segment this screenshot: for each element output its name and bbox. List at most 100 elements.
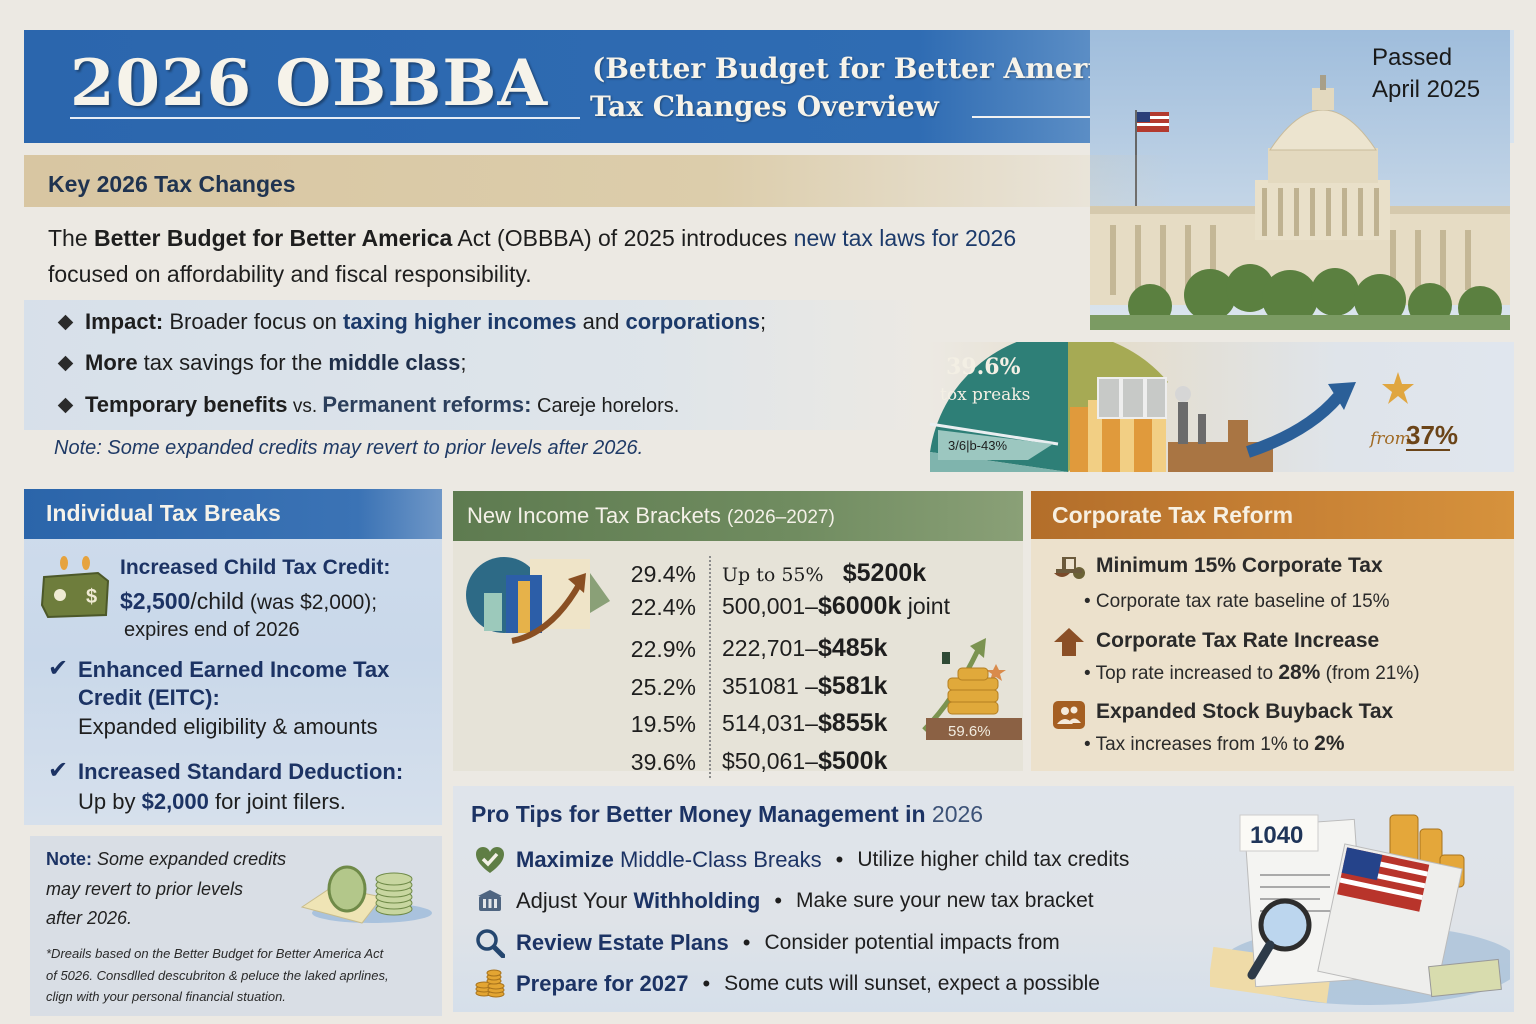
pro-tips-title: Pro Tips for Better Money Management in … <box>471 801 983 828</box>
pie-factory-illustration: 39.6% tox preaks 3/6|b-43% from 37% <box>929 342 1458 472</box>
arrow-up-icon <box>1054 628 1084 656</box>
pie-pct-label: 39.6% <box>946 354 1021 380</box>
tip-item-withholding: Adjust Your Withholding • Make sure your… <box>474 886 1094 916</box>
diamond-bullet-icon <box>57 355 74 371</box>
eitc-title-2: Credit (EITC): <box>78 685 220 710</box>
key-changes-intro: The Better Budget for Better America Act… <box>48 225 1016 252</box>
bracket-range-max: $855k <box>817 709 888 737</box>
tip-item-estate: Review Estate Plans • Consider potential… <box>474 928 1060 958</box>
bullet-text: and <box>576 309 626 334</box>
tip-description: Make sure your new tax bracket <box>796 889 1094 912</box>
standard-deduction-title: Increased Standard Deduction: <box>78 759 404 784</box>
bullet-lead: More <box>85 350 138 375</box>
diamond-bullet-icon <box>57 314 74 330</box>
corp-desc-text: (from 21%) <box>1320 663 1420 684</box>
tip-item-maximize: Maximize Middle-Class Breaks • Utilize h… <box>474 845 1129 875</box>
bullet-text: ; <box>460 350 467 375</box>
bracket-rate: 22.9% <box>630 636 696 662</box>
gold-stack-label: 59.6% <box>948 723 991 740</box>
search-icon <box>474 928 506 958</box>
child-credit-was: (was $2,000); <box>244 591 378 614</box>
from-label: from <box>1368 429 1411 449</box>
passed-label: Passed <box>1372 44 1453 71</box>
child-credit-amount: $2,500/child (was $2,000); <box>120 588 377 615</box>
note-panel <box>30 836 442 1016</box>
brackets-title-text: New Income Tax Brackets <box>467 503 721 528</box>
bracket-range-prefix: Up to 55% <box>722 564 824 586</box>
tip-heading: Prepare for 2027 <box>516 971 689 996</box>
bracket-range-min: 500,001– <box>722 593 818 619</box>
child-credit-value: $2,500 <box>120 588 191 614</box>
corporate-item-desc: • Tax increases from 1% to 2% <box>1084 732 1345 756</box>
tip-description: Consider potential impacts from <box>764 931 1060 954</box>
tip-separator: • <box>774 888 783 913</box>
corporate-item-desc: • Corporate tax rate baseline of 15% <box>1084 591 1390 613</box>
people-icon <box>1053 701 1085 729</box>
tax-breaks-graphic: 39.6% tox preaks 3/6|b-43% from 37% <box>928 342 1514 472</box>
key-changes-note: Note: Some expanded credits may revert t… <box>54 437 644 459</box>
disclaimer-line: clign with your personal financial stuat… <box>46 989 286 1004</box>
brackets-years: (2026–2027) <box>727 507 835 528</box>
bullet-text: Careje horelors. <box>531 395 680 417</box>
tip-heading-rest: Middle-Class Breaks <box>613 847 822 872</box>
intro-text: The <box>48 225 95 251</box>
pie-small-label: 3/6|b-43% <box>948 438 1007 453</box>
page-subtitle-2: Tax Changes Overview <box>590 90 939 123</box>
gold-stack-icon: 59.6% <box>922 638 1022 740</box>
disclaimer-line: of 5026. Consdlled descubriton & peluce … <box>46 968 389 983</box>
individual-title: Individual Tax Breaks <box>46 500 281 526</box>
std-amount: $2,000 <box>141 789 209 814</box>
brackets-title: New Income Tax Brackets (2026–2027) <box>467 503 835 529</box>
corporate-item-heading: Expanded Stock Buyback Tax <box>1096 700 1394 723</box>
bracket-range-min: $50,061– <box>722 748 818 774</box>
page-subtitle: (Better Budget for Better America) <box>592 52 1147 85</box>
note-label: Note: <box>46 849 92 869</box>
checkmark-icon: ✔ <box>48 655 69 682</box>
bracket-range-suffix: joint <box>901 593 950 619</box>
bracket-rate: 19.5% <box>630 711 696 737</box>
key-changes-intro-line2: focused on affordability and fiscal resp… <box>48 261 532 287</box>
bracket-range-max: $6000k <box>817 592 902 620</box>
bracket-range: $50,061–$500k <box>722 747 887 776</box>
individual-header <box>24 489 442 539</box>
bracket-range: 351081 –$581k <box>722 672 887 701</box>
intro-highlight: new tax laws for 2026 <box>793 225 1017 251</box>
bracket-range: 500,001–$6000k joint <box>722 592 950 621</box>
corporate-item-heading: Minimum 15% Corporate Tax <box>1096 554 1383 577</box>
key-bullets-background <box>24 300 924 430</box>
bracket-range: 514,031–$855k <box>722 709 887 738</box>
eitc-title: Enhanced Earned Income Tax <box>78 657 390 682</box>
tip-item-prepare: Prepare for 2027 • Some cuts will sunset… <box>474 969 1100 999</box>
subtitle-underline <box>972 116 1092 118</box>
bracket-range-max: $581k <box>817 672 888 700</box>
bracket-rate: 25.2% <box>630 674 696 700</box>
child-credit-expiry: expires end of 2026 <box>124 619 300 641</box>
key-bullet-impact: Impact: Broader focus on taxing higher i… <box>57 309 766 335</box>
diamond-bullet-icon <box>57 397 74 413</box>
form-1040-label: 1040 <box>1250 822 1303 849</box>
bracket-rate: 39.6% <box>630 749 696 775</box>
bar-chart-growth-icon <box>466 557 610 644</box>
disclaimer-line: *Dreails based on the Better Budget for … <box>46 946 384 961</box>
bank-icon <box>474 886 506 916</box>
coins-document-illustration <box>300 865 432 924</box>
bullet-text: Broader focus on <box>163 309 344 334</box>
bullet-lead: Impact: <box>85 309 164 334</box>
bracket-range-max: $500k <box>817 747 888 775</box>
key-bullet-middle-class: More tax savings for the middle class; <box>57 350 467 376</box>
bracket-range-min: 514,031– <box>722 710 818 736</box>
tips-title-year: 2026 <box>931 801 984 827</box>
standard-deduction-description: Up by $2,000 for joint filers. <box>78 789 346 815</box>
tip-separator: • <box>835 847 844 872</box>
intro-act-name: Better Budget for Better America <box>94 225 453 251</box>
tax-forms-illustration: 1040 <box>1210 814 1510 1005</box>
tip-heading: Review Estate Plans <box>516 930 729 955</box>
checkmark-icon: ✔ <box>48 757 69 784</box>
individual-tax-breaks-panel <box>24 489 442 825</box>
std-text: Up by <box>78 789 142 814</box>
bullet-highlight: middle class <box>328 350 461 375</box>
key-changes-header <box>24 155 1174 207</box>
brackets-header <box>453 491 1023 541</box>
intro-text: Act (OBBBA) of 2025 introduces <box>452 225 794 251</box>
tips-title-text: Pro Tips for Better Money Management in <box>471 801 932 827</box>
